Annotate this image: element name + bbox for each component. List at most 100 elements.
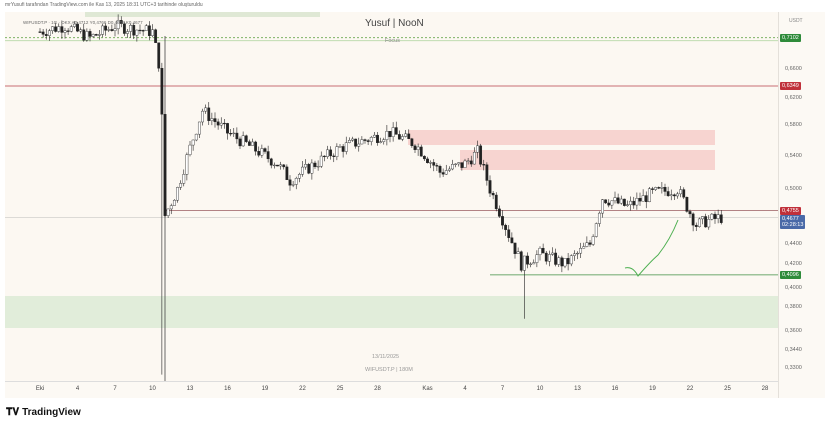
candle-body	[497, 208, 501, 217]
price-badge: 0,6349	[780, 81, 801, 90]
candle-body	[297, 174, 301, 179]
candle-body	[219, 122, 223, 126]
time-label: 25	[724, 386, 731, 392]
candle-body	[107, 29, 111, 31]
tv-logo-icon: 𝐓𝐕	[6, 407, 20, 418]
candle-body	[244, 135, 248, 142]
logo-text: TradingView	[22, 407, 81, 418]
candle-body	[363, 139, 367, 141]
candle-body	[269, 158, 273, 166]
time-label: Eki	[35, 386, 45, 392]
candle-body	[291, 184, 295, 186]
candle-body	[60, 26, 64, 33]
candle-body	[622, 198, 626, 206]
candle-body	[72, 23, 76, 27]
price-label: 0,5800	[785, 121, 802, 128]
candle-body	[638, 198, 642, 202]
candle-body	[38, 31, 42, 33]
candle-body	[704, 216, 708, 228]
time-label: 25	[336, 386, 344, 392]
candle-body	[54, 26, 58, 32]
candle-body	[132, 25, 136, 36]
candle-body	[513, 242, 517, 254]
candle-body	[213, 118, 217, 123]
candle-body	[369, 137, 373, 142]
candle-body	[507, 229, 511, 238]
candle-body	[257, 151, 261, 156]
candle-body	[447, 168, 451, 171]
candle-body	[472, 151, 476, 165]
candle-body	[251, 141, 254, 146]
candle-body	[232, 132, 236, 135]
candle-body	[88, 31, 92, 37]
candle-body	[482, 164, 486, 166]
candle-body	[541, 247, 545, 254]
price-label: 0,3440	[785, 347, 802, 354]
attribution: mrYusufi tarafından TradingView.com ile …	[5, 2, 203, 8]
candle-body	[582, 246, 586, 249]
candle-body	[354, 138, 358, 147]
candle-body	[613, 197, 617, 202]
candle-body	[172, 199, 176, 206]
badge-value: 0,4755	[782, 207, 799, 214]
candle-body	[222, 122, 226, 125]
candle-body	[460, 162, 464, 168]
candle-body	[51, 26, 54, 31]
candle-body	[169, 205, 173, 210]
candle-body	[682, 189, 686, 198]
price-axis[interactable]: USDT 0,6600 0,6200 0,5800 0,5400 0,5000 0,440…	[778, 12, 825, 398]
candle-body	[444, 170, 448, 175]
candle-body	[210, 118, 214, 121]
candle-body	[422, 155, 426, 160]
candle-body	[397, 134, 401, 140]
candle-body	[388, 131, 392, 137]
watermark-date: 13/11/2025	[372, 354, 400, 360]
candle-body	[669, 194, 673, 197]
candle-body	[316, 166, 320, 168]
tradingview-logo[interactable]: 𝐓𝐕 TradingView	[6, 407, 81, 418]
countdown-timer: 02:28:13	[782, 221, 804, 228]
candle-body	[619, 198, 623, 204]
candle-body	[157, 42, 161, 69]
candle-body	[382, 139, 386, 142]
candle-body	[122, 23, 126, 34]
time-label: 19	[261, 386, 269, 392]
candle-body	[247, 141, 251, 146]
candle-body	[491, 193, 495, 196]
candle-body	[282, 164, 286, 168]
candle-body	[126, 31, 129, 34]
candle-body	[101, 25, 104, 35]
candle-body	[201, 110, 204, 123]
candle-body	[560, 257, 564, 267]
candle-body	[416, 146, 420, 150]
candle-body	[626, 204, 629, 206]
candle-body	[294, 178, 298, 185]
supply-zone-lower	[460, 150, 715, 170]
candle-body	[326, 149, 329, 157]
supply-zone-upper	[408, 130, 715, 145]
badge-value: 0,4096	[782, 271, 799, 278]
candle-body	[329, 149, 333, 157]
candle-body	[576, 252, 579, 255]
chart-pane[interactable]: Yusuf | NooN Focus 13/11/2025 WIFUSDT.P …	[5, 12, 778, 381]
candle-body	[719, 214, 723, 223]
badge-value: 0,7102	[782, 34, 799, 41]
candle-body	[310, 162, 314, 174]
candle-body	[547, 254, 551, 262]
demand-zone	[5, 296, 778, 328]
candle-body	[676, 193, 679, 197]
candle-body	[254, 141, 258, 152]
ohlc-legend: WIFUSDT.P · 1G · OKX A0,4712 Y0,4766 D0,…	[23, 20, 143, 25]
time-label: 7	[113, 386, 117, 392]
candle-body	[79, 29, 83, 32]
candle-body	[319, 155, 323, 167]
price-label: 0,4400	[785, 241, 802, 248]
candle-body	[207, 107, 211, 121]
time-axis[interactable]: Eki 4 7 10 13 16 19 22 25 28 Kas 4 7 10 13 16 19 22 25 28	[5, 381, 778, 398]
candle-body	[601, 199, 604, 214]
candle-body	[647, 188, 651, 203]
candle-body	[163, 114, 167, 216]
candle-body	[341, 146, 345, 152]
price-label: 0,4000	[785, 285, 802, 292]
candle-body	[419, 146, 423, 157]
